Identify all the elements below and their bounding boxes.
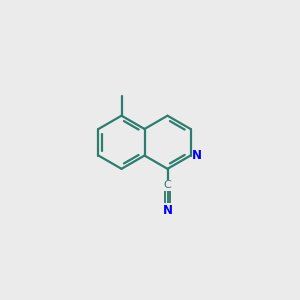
Text: C: C: [164, 180, 171, 190]
Text: N: N: [163, 203, 172, 217]
Text: N: N: [192, 149, 202, 162]
